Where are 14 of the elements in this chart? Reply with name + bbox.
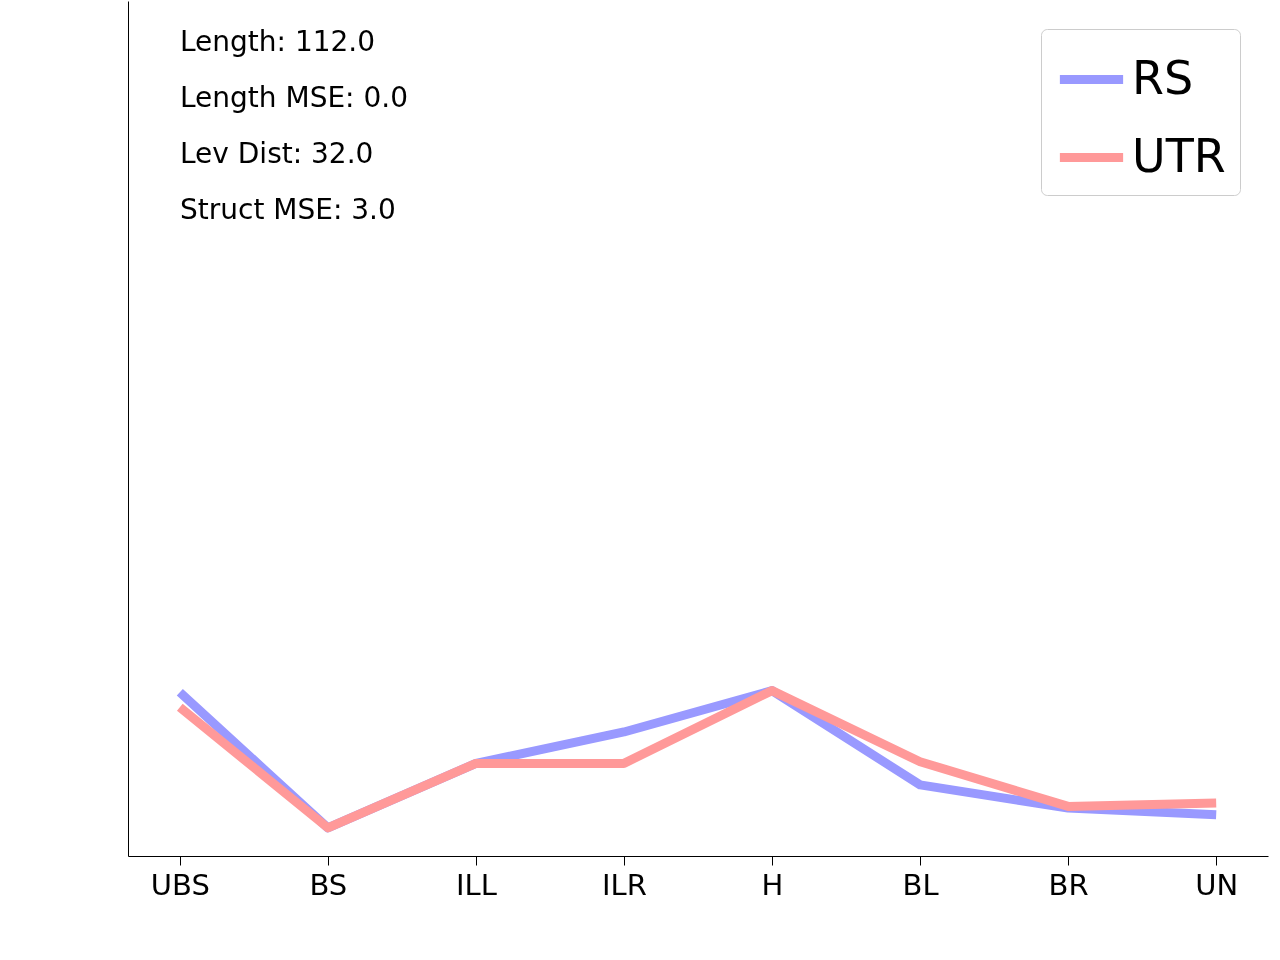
x-tick-label: ILR <box>602 867 647 902</box>
x-tick-label: UBS <box>150 867 210 902</box>
x-tick-label: ILL <box>455 867 497 902</box>
text: Lev Dist: 32.0 <box>180 137 374 170</box>
text: Length: 112.0 <box>180 25 376 58</box>
x-tick-label: BR <box>1048 867 1089 902</box>
legend-label: RS <box>1132 50 1194 105</box>
text: Length MSE: 0.0 <box>180 81 408 114</box>
x-tick-label: H <box>761 867 784 902</box>
text: Struct MSE: 3.0 <box>180 193 396 226</box>
legend-label: UTR <box>1132 128 1226 183</box>
x-tick-label: BS <box>309 867 348 902</box>
x-tick-label: BL <box>902 867 939 902</box>
x-tick-label: UN <box>1195 867 1239 902</box>
